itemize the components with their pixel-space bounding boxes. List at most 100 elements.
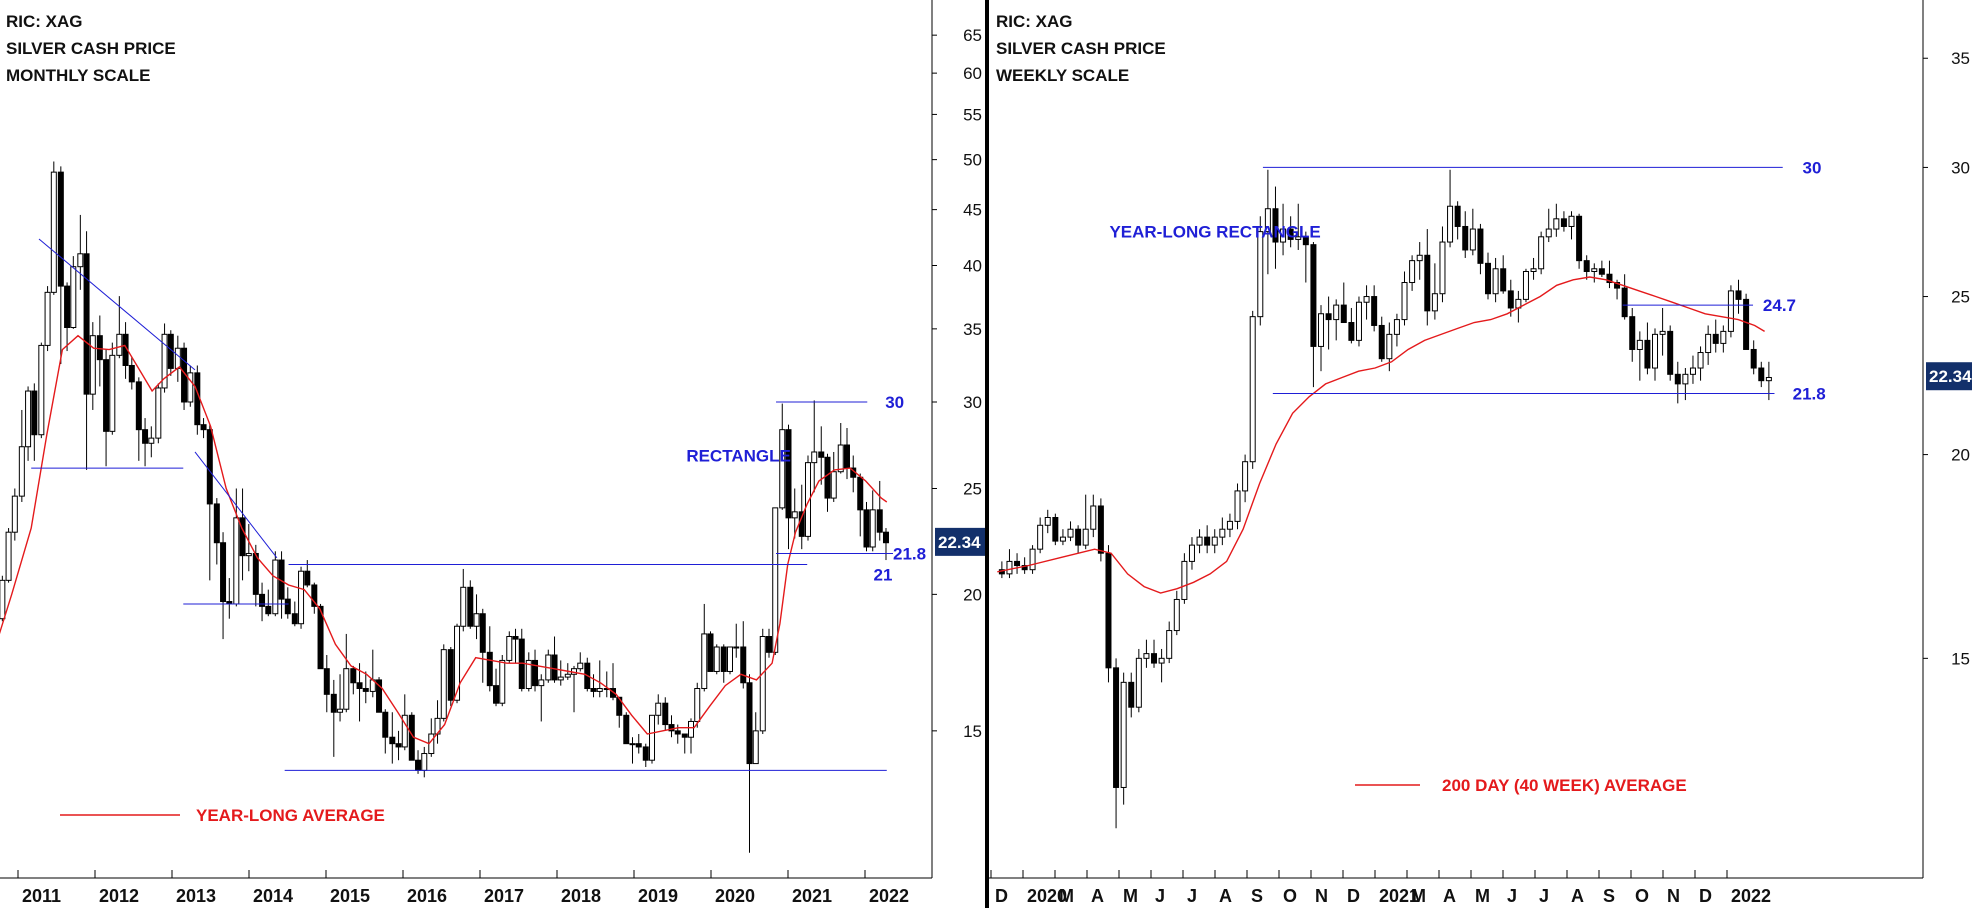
candle <box>1143 639 1150 668</box>
candle <box>863 501 870 552</box>
weekly-last-price-box <box>1926 362 1972 391</box>
candle-body <box>785 429 792 519</box>
candle-body <box>629 743 636 746</box>
candle <box>1363 285 1370 320</box>
candle-body <box>70 266 77 329</box>
candle <box>1378 316 1385 362</box>
time-tick-label: J <box>1155 886 1165 906</box>
candle <box>882 528 889 561</box>
candle <box>1712 319 1719 353</box>
candle-body <box>1302 236 1309 246</box>
candle-body <box>1507 290 1514 309</box>
candle-body <box>304 570 311 586</box>
candle-body <box>1249 316 1256 463</box>
weekly-last-price-tag: 22.34 <box>1926 362 1972 391</box>
candle <box>1667 325 1674 381</box>
candle <box>1226 513 1233 538</box>
candle <box>688 718 695 754</box>
candle <box>284 587 291 619</box>
time-tick-label: 2014 <box>253 886 293 906</box>
monthly-candles <box>0 161 889 853</box>
candle-body <box>1052 517 1059 542</box>
candle-body <box>1659 330 1666 335</box>
candle <box>830 451 837 502</box>
weekly-title-instrument: SILVER CASH PRICE <box>996 39 1166 58</box>
monthly-legend-label: YEAR-LONG AVERAGE <box>196 806 385 825</box>
candle-body <box>1530 268 1537 272</box>
candle-body <box>1553 218 1560 230</box>
candle-body <box>109 354 116 432</box>
candle <box>1295 203 1302 250</box>
candle <box>590 674 597 698</box>
candle-body <box>1151 653 1158 664</box>
monthly-time-axis-ticks: 2011 2012 2013 2014 2015 2016 2017 2018 2019 2020… <box>17 870 909 906</box>
monthly-trendlines <box>31 238 894 771</box>
candle <box>5 528 12 583</box>
candle <box>220 532 227 640</box>
candle-body <box>200 424 207 431</box>
candle-body <box>284 598 291 615</box>
candle <box>1181 553 1188 604</box>
candle-body <box>1598 268 1605 275</box>
candle <box>525 652 532 692</box>
candle-body <box>1636 339 1643 350</box>
candle-body <box>194 372 201 426</box>
candle-body <box>330 693 337 713</box>
price-tick-label: 15 <box>963 722 982 741</box>
candle <box>57 166 64 365</box>
price-tick-label: 25 <box>963 479 982 498</box>
candle-body <box>206 429 213 505</box>
candle <box>148 426 155 458</box>
candle <box>460 568 467 632</box>
candle <box>1325 296 1332 350</box>
time-tick-label: J <box>1539 886 1549 906</box>
candle-body <box>733 646 740 649</box>
candle-body <box>142 429 149 444</box>
candle <box>713 644 720 675</box>
time-tick-label: 2012 <box>99 886 139 906</box>
candle <box>259 582 266 622</box>
candle-body <box>57 171 64 287</box>
candle-body <box>1545 228 1552 238</box>
candle <box>779 403 786 510</box>
candle-body <box>1644 339 1651 369</box>
candle-body <box>525 659 532 690</box>
candle-body <box>1477 228 1484 264</box>
weekly-price-axis-ticks: 15 20 25 30 35 <box>1923 49 1970 668</box>
candle <box>25 386 32 461</box>
candle-body <box>869 509 876 548</box>
candle-body <box>1606 273 1613 284</box>
candle-body <box>694 688 701 722</box>
candle <box>1735 279 1742 314</box>
price-tick-label: 20 <box>963 585 982 604</box>
weekly-200-day-average-line <box>997 276 1765 594</box>
candle-body <box>116 333 123 356</box>
candle-body <box>395 743 402 748</box>
candle-body <box>506 636 513 661</box>
candle <box>635 734 642 754</box>
candle-body <box>1409 260 1416 284</box>
candle <box>245 523 252 572</box>
candle-body <box>1614 282 1621 289</box>
candle-body <box>1348 322 1355 341</box>
candle-body <box>1067 528 1074 538</box>
candle <box>1234 483 1241 530</box>
candle-body <box>50 171 57 293</box>
candle-body <box>454 625 461 701</box>
candle <box>1621 274 1628 320</box>
candle-body <box>1560 218 1567 227</box>
candle-body <box>538 679 545 687</box>
candle-body <box>1075 528 1082 546</box>
candle-body <box>1318 313 1325 347</box>
candle-body <box>818 451 825 458</box>
candle-body <box>311 584 318 607</box>
candle-body <box>655 702 662 716</box>
candle <box>1583 255 1590 280</box>
candle <box>1173 590 1180 636</box>
candle-body <box>623 714 630 745</box>
annotation-label: 21 <box>874 566 893 585</box>
candle-body <box>1401 282 1408 321</box>
candle <box>1492 257 1499 303</box>
candle <box>70 256 77 329</box>
candle <box>493 668 500 707</box>
